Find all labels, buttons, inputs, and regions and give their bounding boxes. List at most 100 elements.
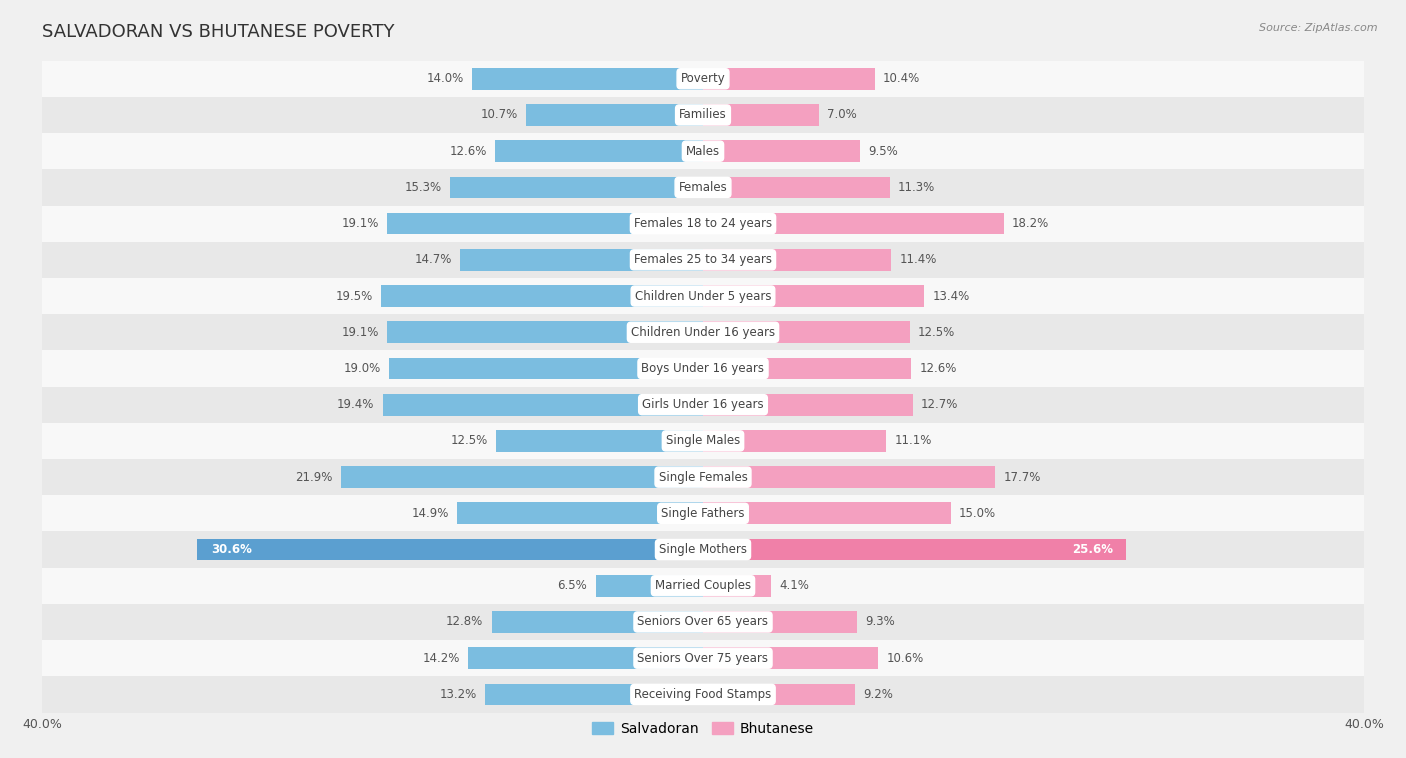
Bar [42, 242, 1364, 278]
Bar [388, 321, 703, 343]
Bar [703, 358, 911, 379]
Bar [42, 387, 1364, 423]
Bar [703, 575, 770, 597]
Text: 25.6%: 25.6% [1071, 543, 1112, 556]
Bar [492, 611, 703, 633]
Text: Children Under 5 years: Children Under 5 years [634, 290, 772, 302]
Bar [471, 68, 703, 89]
Bar [42, 169, 1364, 205]
Bar [382, 394, 703, 415]
Text: Poverty: Poverty [681, 72, 725, 85]
Bar [703, 213, 1004, 234]
Text: Receiving Food Stamps: Receiving Food Stamps [634, 688, 772, 701]
Bar [42, 278, 1364, 314]
Text: 10.7%: 10.7% [481, 108, 517, 121]
Bar [703, 177, 890, 199]
Bar [703, 285, 924, 307]
Legend: Salvadoran, Bhutanese: Salvadoran, Bhutanese [586, 716, 820, 741]
Bar [468, 647, 703, 669]
Text: Females 25 to 34 years: Females 25 to 34 years [634, 253, 772, 266]
Text: 19.4%: 19.4% [337, 398, 374, 411]
Bar [42, 495, 1364, 531]
Bar [388, 213, 703, 234]
Bar [42, 423, 1364, 459]
Bar [42, 133, 1364, 169]
Text: Single Mothers: Single Mothers [659, 543, 747, 556]
Text: 14.7%: 14.7% [415, 253, 451, 266]
Bar [42, 568, 1364, 604]
Text: 12.5%: 12.5% [451, 434, 488, 447]
Text: 11.4%: 11.4% [900, 253, 936, 266]
Text: 7.0%: 7.0% [827, 108, 856, 121]
Bar [42, 531, 1364, 568]
Bar [450, 177, 703, 199]
Text: Source: ZipAtlas.com: Source: ZipAtlas.com [1260, 23, 1378, 33]
Text: 10.6%: 10.6% [886, 652, 924, 665]
Bar [42, 676, 1364, 713]
Text: 13.4%: 13.4% [932, 290, 970, 302]
Text: 6.5%: 6.5% [558, 579, 588, 592]
Text: 12.8%: 12.8% [446, 615, 484, 628]
Bar [197, 539, 703, 560]
Text: 19.0%: 19.0% [343, 362, 381, 375]
Bar [703, 140, 860, 162]
Bar [42, 459, 1364, 495]
Text: 30.6%: 30.6% [211, 543, 252, 556]
Text: 14.2%: 14.2% [423, 652, 460, 665]
Bar [381, 285, 703, 307]
Text: Males: Males [686, 145, 720, 158]
Text: 17.7%: 17.7% [1004, 471, 1040, 484]
Bar [495, 140, 703, 162]
Text: Females 18 to 24 years: Females 18 to 24 years [634, 217, 772, 230]
Text: Seniors Over 75 years: Seniors Over 75 years [637, 652, 769, 665]
Bar [703, 611, 856, 633]
Text: 11.1%: 11.1% [894, 434, 932, 447]
Text: 9.5%: 9.5% [868, 145, 898, 158]
Text: 9.2%: 9.2% [863, 688, 893, 701]
Text: 15.0%: 15.0% [959, 507, 997, 520]
Bar [389, 358, 703, 379]
Text: Seniors Over 65 years: Seniors Over 65 years [637, 615, 769, 628]
Text: 10.4%: 10.4% [883, 72, 921, 85]
Text: Single Females: Single Females [658, 471, 748, 484]
Bar [703, 647, 879, 669]
Bar [42, 61, 1364, 97]
Text: 19.1%: 19.1% [342, 326, 380, 339]
Text: Families: Families [679, 108, 727, 121]
Text: Girls Under 16 years: Girls Under 16 years [643, 398, 763, 411]
Bar [342, 466, 703, 488]
Text: 9.3%: 9.3% [865, 615, 894, 628]
Bar [496, 430, 703, 452]
Text: 12.6%: 12.6% [449, 145, 486, 158]
Bar [703, 68, 875, 89]
Text: 14.0%: 14.0% [426, 72, 464, 85]
Text: 12.7%: 12.7% [921, 398, 959, 411]
Bar [526, 104, 703, 126]
Bar [703, 104, 818, 126]
Bar [457, 503, 703, 525]
Bar [42, 97, 1364, 133]
Text: 11.3%: 11.3% [898, 181, 935, 194]
Bar [596, 575, 703, 597]
Bar [703, 430, 886, 452]
Bar [42, 604, 1364, 640]
Text: 12.5%: 12.5% [918, 326, 955, 339]
Bar [42, 350, 1364, 387]
Bar [703, 321, 910, 343]
Bar [42, 205, 1364, 242]
Text: Children Under 16 years: Children Under 16 years [631, 326, 775, 339]
Text: 21.9%: 21.9% [295, 471, 333, 484]
Bar [42, 640, 1364, 676]
Bar [703, 466, 995, 488]
Text: Married Couples: Married Couples [655, 579, 751, 592]
Text: Single Males: Single Males [666, 434, 740, 447]
Text: 15.3%: 15.3% [405, 181, 441, 194]
Bar [703, 684, 855, 705]
Text: 18.2%: 18.2% [1012, 217, 1049, 230]
Text: 14.9%: 14.9% [411, 507, 449, 520]
Text: Females: Females [679, 181, 727, 194]
Bar [703, 539, 1126, 560]
Text: 19.5%: 19.5% [336, 290, 373, 302]
Text: 13.2%: 13.2% [440, 688, 477, 701]
Bar [703, 503, 950, 525]
